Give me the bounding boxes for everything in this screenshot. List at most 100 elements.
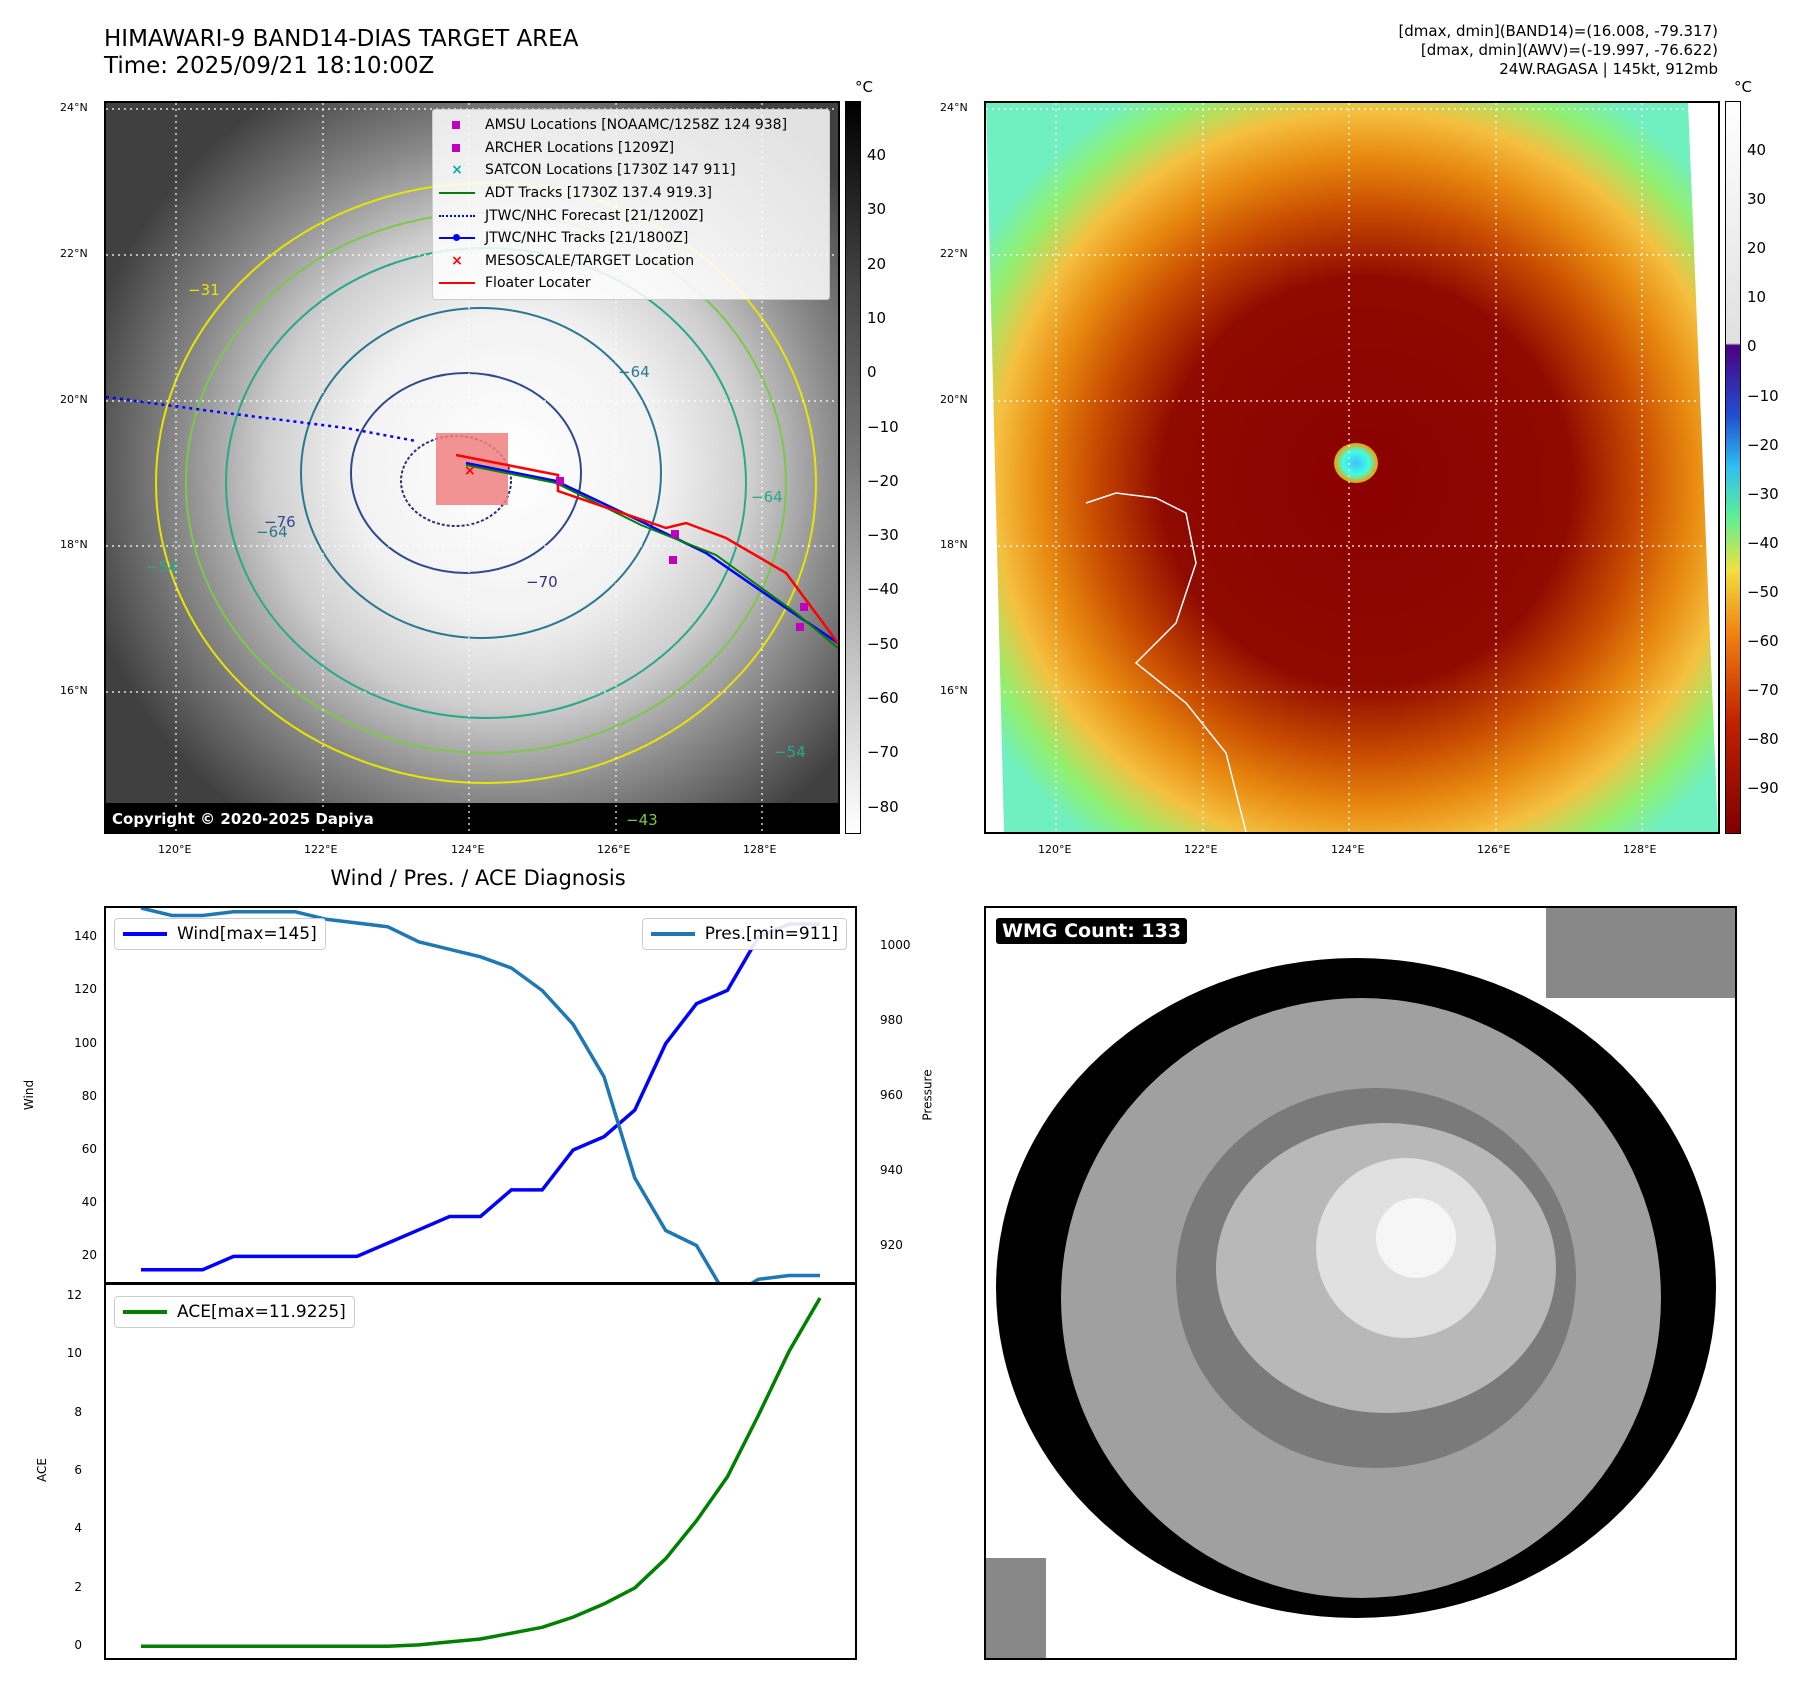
- lat-label: 18°N: [940, 538, 968, 551]
- ir-colorbar-tick: 40: [867, 146, 887, 164]
- wind-tick-label: 60: [81, 1142, 97, 1157]
- figure-title: HIMAWARI-9 BAND14-DIAS TARGET AREA Time: …: [104, 26, 578, 80]
- line-marker-icon: [439, 186, 475, 200]
- lat-label: 22°N: [60, 247, 88, 260]
- ace-plot: ACE[max=11.9225]: [104, 1282, 857, 1660]
- awv-colorbar-tick: −80: [1747, 730, 1779, 749]
- wind-tick-label: 120: [74, 982, 97, 997]
- lat-label: 20°N: [60, 393, 88, 406]
- ir-legend: AMSU Locations [NOAAMC/1258Z 124 938] AR…: [432, 109, 830, 300]
- ace-tick-label: 4: [74, 1521, 82, 1536]
- ace-tick-label: 0: [74, 1638, 82, 1653]
- line-marker-icon: [439, 276, 475, 290]
- awv-colorbar-tick: −60: [1747, 632, 1779, 650]
- legend-item-satcon: × SATCON Locations [1730Z 147 911]: [439, 159, 823, 182]
- ace-line-icon: [123, 1310, 167, 1314]
- wmg-count-badge: WMG Count: 133: [996, 918, 1188, 944]
- svg-text:×: ×: [464, 463, 476, 479]
- lon-label: 120°E: [1038, 843, 1072, 856]
- awv-colorbar-tick: 10: [1747, 288, 1767, 307]
- legend-item-floater: Floater Locater: [439, 272, 823, 295]
- wmg-panel: WMG Count: 133: [984, 906, 1737, 1660]
- pressure-tick-label: 1000: [880, 937, 911, 952]
- ir-colorbar-tick: −50: [867, 634, 899, 653]
- contour-label: −64: [256, 523, 288, 541]
- x-marker-icon: ×: [451, 252, 463, 269]
- awv-colorbar-tick: −20: [1747, 435, 1779, 454]
- pressure-tick-label: 980: [880, 1012, 903, 1027]
- lon-label: 122°E: [304, 843, 338, 856]
- lon-label: 124°E: [1331, 843, 1365, 856]
- awv-map-graphic: [986, 103, 1718, 832]
- contour-label: −54: [774, 743, 806, 761]
- wind-pressure-plot: Wind[max=145] Pres.[min=911]: [104, 906, 857, 1285]
- awv-colorbar-tick: −30: [1747, 484, 1779, 503]
- ir-colorbar-tick: −10: [867, 417, 899, 436]
- legend-item-forecast: JTWC/NHC Forecast [21/1200Z]: [439, 204, 823, 227]
- ace-legend: ACE[max=11.9225]: [114, 1296, 355, 1328]
- info-band14: [dmax, dmin](BAND14)=(16.008, -79.317): [1398, 22, 1718, 40]
- ace-tick-label: 6: [74, 1463, 82, 1477]
- pressure-axis-label: Pressure: [920, 1069, 935, 1121]
- ace-tick-label: 12: [66, 1287, 82, 1302]
- awv-colorbar-tick: −90: [1747, 779, 1779, 798]
- pressure-line-icon: [650, 932, 695, 936]
- contour-label: −43: [626, 811, 658, 829]
- wind-tick-label: 140: [74, 929, 97, 944]
- ir-colorbar-tick: 10: [867, 308, 887, 327]
- info-storm: 24W.RAGASA | 145kt, 912mb: [1499, 60, 1718, 78]
- ir-colorbar-tick: −60: [867, 689, 899, 707]
- wind-series-line: [141, 922, 820, 1272]
- ir-colorbar: [845, 101, 861, 834]
- pressure-tick-label: 940: [880, 1162, 903, 1177]
- square-marker-icon: [439, 141, 475, 155]
- pressure-series-line: [140, 908, 820, 1283]
- contour-label: −64: [618, 363, 650, 381]
- lat-label: 16°N: [940, 684, 968, 697]
- awv-colorbar-tick: 30: [1747, 190, 1767, 209]
- legend-item-archer: ARCHER Locations [1209Z]: [439, 137, 823, 160]
- awv-colorbar-tick: −70: [1747, 681, 1779, 700]
- dotted-line-icon: [439, 209, 475, 223]
- contour-label: −70: [526, 573, 558, 591]
- awv-colorbar-tick: −40: [1747, 533, 1779, 552]
- ace-axis-label: ACE: [34, 1458, 49, 1482]
- wind-axis-label: Wind: [22, 1079, 37, 1111]
- ir-colorbar-unit: °C: [855, 78, 873, 96]
- copyright-label: Copyright © 2020-2025 Dapiya: [108, 809, 378, 829]
- awv-colorbar-unit: °C: [1734, 78, 1752, 96]
- contour-label: −54: [146, 558, 178, 576]
- contour-label: −31: [188, 281, 220, 299]
- ir-colorbar-tick: 30: [867, 200, 887, 219]
- title-line-1: HIMAWARI-9 BAND14-DIAS TARGET AREA: [104, 26, 579, 52]
- ir-colorbar-tick: −70: [867, 743, 899, 762]
- lon-label: 126°E: [597, 843, 631, 856]
- ace-tick-label: 8: [74, 1404, 82, 1419]
- lon-label: 128°E: [1623, 843, 1657, 856]
- pressure-tick-label: 920: [880, 1237, 903, 1252]
- ir-map-panel: × −64 −64 −64 −70 −76 −54 −54 −43 −31 AM…: [104, 101, 840, 834]
- legend-item-target: × MESOSCALE/TARGET Location: [439, 250, 823, 273]
- lat-label: 18°N: [60, 538, 88, 551]
- wind-tick-label: 80: [81, 1088, 97, 1103]
- wind-legend: Wind[max=145]: [114, 918, 326, 950]
- wind-line-icon: [123, 932, 167, 936]
- info-awv: [dmax, dmin](AWV)=(-19.997, -76.622): [1420, 41, 1718, 59]
- ir-colorbar-tick: −20: [867, 471, 899, 490]
- awv-colorbar-tick: −50: [1747, 582, 1779, 601]
- pressure-legend: Pres.[min=911]: [641, 918, 847, 950]
- awv-colorbar: [1725, 101, 1741, 834]
- awv-colorbar-tick: 40: [1747, 141, 1767, 159]
- wind-tick-label: 20: [81, 1248, 97, 1263]
- ir-colorbar-tick: −80: [867, 797, 899, 816]
- wind-tick-label: 100: [74, 1035, 97, 1050]
- ir-colorbar-tick: −30: [867, 526, 899, 545]
- lat-label: 22°N: [940, 247, 968, 260]
- lat-label: 20°N: [940, 393, 968, 406]
- awv-colorbar-tick: 0: [1747, 337, 1757, 356]
- contour-label: −64: [751, 488, 783, 506]
- ir-colorbar-tick: 0: [867, 363, 877, 382]
- ace-tick-label: 10: [66, 1346, 82, 1361]
- lat-label: 24°N: [940, 101, 968, 114]
- ace-tick-label: 2: [74, 1579, 82, 1594]
